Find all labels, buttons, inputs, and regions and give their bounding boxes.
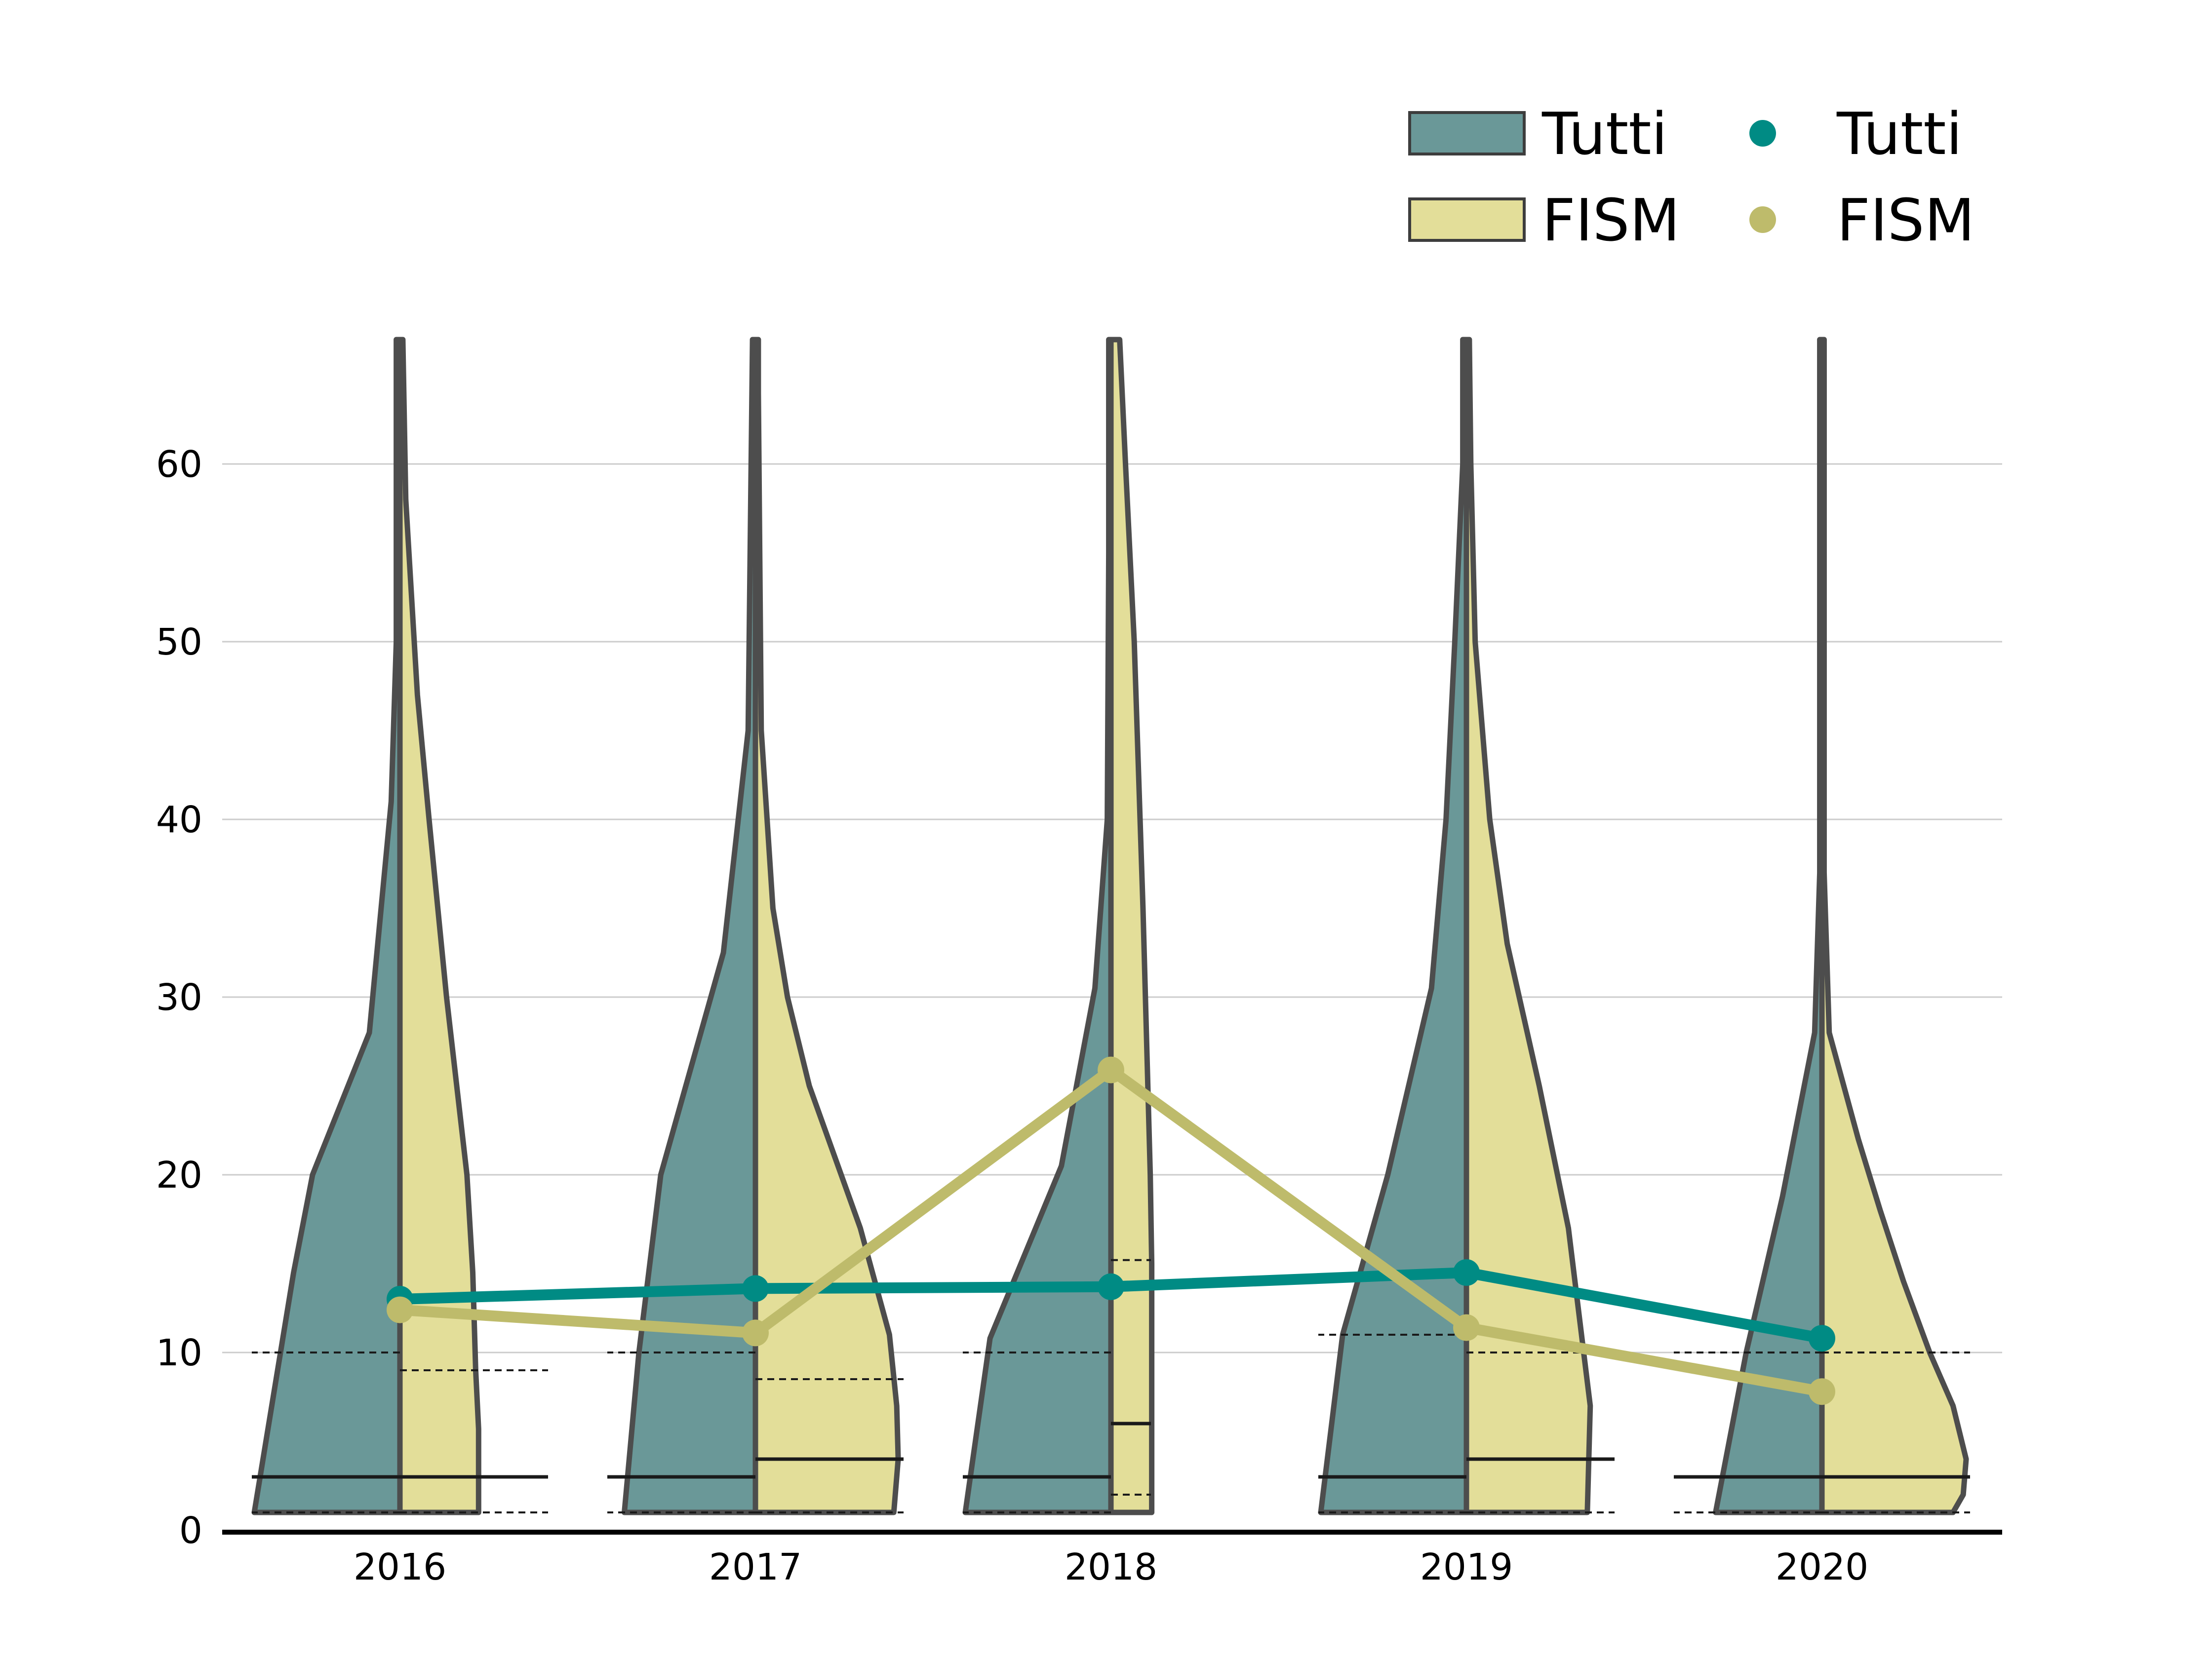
x-tick-label: 2019: [1420, 1546, 1513, 1588]
legend-label: FISM: [1837, 186, 1975, 254]
fism-point: [387, 1296, 413, 1323]
legend-swatch-tutti: [1408, 111, 1526, 155]
legend-marker-fism: [1749, 206, 1776, 233]
tutti-point: [1098, 1273, 1124, 1300]
mean-lines: [387, 1056, 1835, 1405]
fism-point: [1809, 1378, 1835, 1405]
x-tick-label: 2017: [709, 1546, 802, 1588]
tutti-point: [1453, 1259, 1480, 1286]
tutti-violin-2018: [962, 337, 1114, 1515]
legend-swatch-fism: [1408, 197, 1526, 242]
fism-violin-2016: [397, 337, 481, 1515]
tutti-point: [742, 1275, 769, 1302]
fism-violin-2017: [752, 337, 901, 1515]
legend-label: FISM: [1542, 186, 1680, 254]
fism-point: [742, 1319, 769, 1347]
legend-label: Tutti: [1541, 100, 1667, 168]
tutti-violin-2019: [1318, 337, 1469, 1515]
quartile-lines: [252, 1259, 1970, 1513]
tutti-violin-2016: [251, 337, 403, 1515]
y-tick-label: 0: [179, 1509, 202, 1552]
legend-marker-tutti: [1749, 120, 1776, 147]
y-tick-label: 60: [156, 443, 202, 486]
tutti-point: [1809, 1325, 1835, 1352]
fism-violin-2020: [1819, 337, 1969, 1515]
axes: 0 10 20 30 40 50 60 2016 2017 2018 2019 2020: [156, 443, 2002, 1588]
y-tick-label: 50: [156, 621, 202, 663]
fism-point: [1453, 1314, 1480, 1341]
fism-violin-2019: [1463, 337, 1593, 1515]
legend-label: Tutti: [1836, 100, 1962, 168]
fism-point: [1098, 1056, 1124, 1083]
fism-violin-2018: [1108, 337, 1155, 1515]
x-tick-label: 2016: [354, 1546, 446, 1588]
y-tick-label: 20: [156, 1154, 202, 1197]
legend: Tutti FISM Tutti FISM: [1408, 100, 1975, 254]
x-tick-label: 2018: [1065, 1546, 1157, 1588]
y-tick-label: 10: [156, 1332, 202, 1374]
violins: [251, 337, 1969, 1515]
x-tick-label: 2020: [1776, 1546, 1868, 1588]
y-tick-label: 30: [156, 976, 202, 1019]
y-tick-label: 40: [156, 799, 202, 841]
